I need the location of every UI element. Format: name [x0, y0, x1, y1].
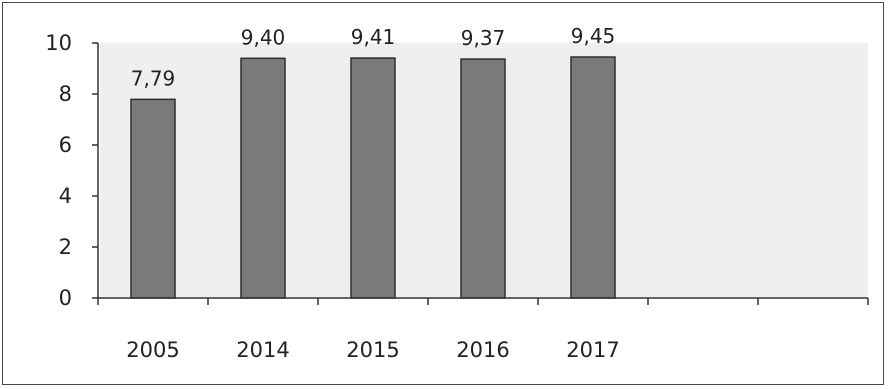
- x-tick-label: 2005: [126, 338, 179, 362]
- bar: [460, 58, 506, 299]
- y-tick-label: 8: [59, 82, 72, 106]
- data-label: 7,79: [131, 66, 176, 90]
- y-tick-label: 10: [45, 31, 72, 55]
- data-label: 9,37: [461, 26, 506, 50]
- bar: [350, 57, 396, 299]
- x-tick-label: 2017: [566, 338, 619, 362]
- x-tick-label: 2014: [236, 338, 289, 362]
- x-tick-label: 2016: [456, 338, 509, 362]
- y-tick-label: 6: [59, 133, 72, 157]
- y-tick-label: 0: [59, 286, 72, 310]
- bar: [570, 56, 616, 299]
- data-label: 9,40: [241, 25, 286, 49]
- data-label: 9,41: [351, 25, 396, 49]
- bar: [130, 98, 176, 299]
- y-tick-label: 4: [59, 184, 72, 208]
- bar: [240, 57, 286, 299]
- x-tick-label: 2015: [346, 338, 399, 362]
- data-label: 9,45: [571, 24, 616, 48]
- y-tick-label: 2: [59, 235, 72, 259]
